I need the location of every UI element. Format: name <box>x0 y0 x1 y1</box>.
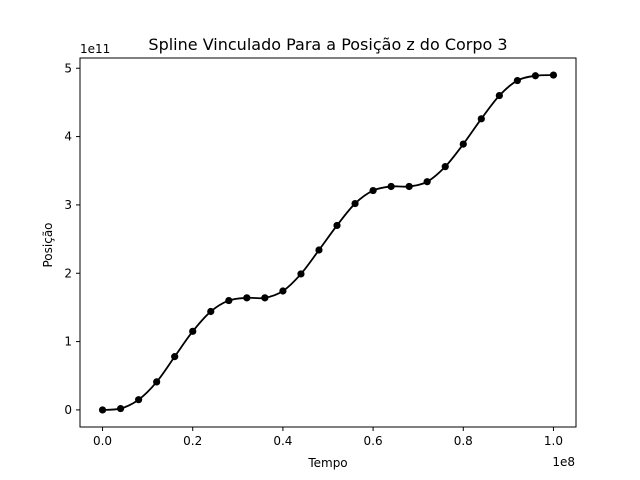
x-tick-label: 0.6 <box>364 434 383 448</box>
data-point <box>459 140 467 148</box>
data-point <box>513 76 521 85</box>
chart-title: Spline Vinculado Para a Posição z do Cor… <box>148 35 507 54</box>
data-point <box>279 287 287 295</box>
y-tick-label: 3 <box>64 198 72 212</box>
data-point <box>333 221 341 230</box>
x-offset-label: 1e8 <box>552 455 575 469</box>
data-point <box>315 246 323 254</box>
y-tick-label: 2 <box>64 266 72 280</box>
x-tick-label: 0.4 <box>273 434 292 448</box>
y-axis-label: Posição <box>41 222 55 267</box>
data-point <box>243 294 251 302</box>
data-point <box>98 406 107 414</box>
data-point <box>351 199 359 208</box>
y-tick-label: 1 <box>64 335 72 349</box>
data-point <box>387 182 395 191</box>
data-point <box>225 296 233 305</box>
x-tick-label: 0.0 <box>93 434 112 448</box>
data-point <box>135 396 143 404</box>
data-point <box>369 186 377 195</box>
y-tick-label: 0 <box>64 403 72 417</box>
data-point <box>531 72 540 80</box>
data-point <box>297 270 305 278</box>
ticks: 0.0 0.2 0.4 0.6 0.8 1.0 0 1 2 3 4 5 <box>64 61 563 448</box>
y-tick-label: 4 <box>64 130 72 144</box>
data-point <box>423 178 431 186</box>
x-tick-label: 1.0 <box>544 434 563 448</box>
data-point <box>477 115 485 123</box>
data-point <box>405 182 413 191</box>
data-point <box>153 378 161 386</box>
data-point <box>261 294 269 302</box>
x-tick-label: 0.2 <box>183 434 202 448</box>
data-point <box>189 327 197 335</box>
data-point <box>116 404 125 413</box>
y-tick-label: 5 <box>64 61 72 75</box>
axes <box>79 57 577 428</box>
data-point <box>207 307 215 316</box>
data-point <box>549 71 558 79</box>
data-point <box>495 91 503 100</box>
data-point <box>171 353 179 361</box>
data-point <box>441 163 449 171</box>
plot-frame <box>79 57 577 428</box>
x-tick-label: 0.8 <box>454 434 473 448</box>
x-axis-label: Tempo <box>307 456 347 470</box>
data-points <box>98 71 558 414</box>
y-offset-label: 1e11 <box>80 42 110 56</box>
